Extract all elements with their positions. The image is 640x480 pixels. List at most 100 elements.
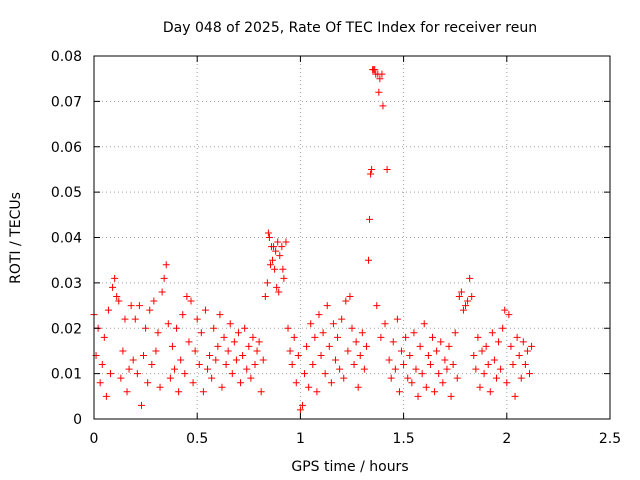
data-point (216, 311, 224, 319)
data-point (495, 338, 503, 346)
data-point (288, 361, 296, 369)
data-point (276, 252, 284, 260)
y-axis-label: ROTI / TECUs (8, 192, 24, 284)
data-point (344, 347, 352, 355)
data-point (457, 288, 465, 296)
data-point (426, 361, 434, 369)
chart-title: Day 048 of 2025, Rate Of TEC Index for r… (163, 20, 537, 36)
data-point (462, 302, 470, 310)
data-point (127, 302, 135, 310)
data-point (191, 347, 199, 355)
data-point (509, 361, 517, 369)
y-tick-label: 0.04 (51, 231, 82, 247)
data-point (218, 383, 226, 391)
data-point (334, 333, 342, 341)
data-point (206, 351, 214, 359)
data-point (239, 351, 247, 359)
data-point (362, 342, 370, 350)
data-point (185, 338, 193, 346)
data-point (234, 329, 242, 337)
data-point (251, 361, 259, 369)
data-point (375, 88, 383, 96)
data-point (365, 256, 373, 264)
data-point (261, 292, 269, 300)
data-point (284, 324, 292, 332)
data-point (311, 333, 319, 341)
data-point (113, 292, 121, 300)
data-point (402, 333, 410, 341)
data-point (398, 347, 406, 355)
data-point (208, 374, 216, 382)
grid-lines (94, 56, 610, 419)
data-point (189, 379, 197, 387)
data-point (305, 383, 313, 391)
data-point (183, 292, 191, 300)
data-point (175, 388, 183, 396)
data-point (468, 292, 476, 300)
data-point (177, 356, 185, 364)
data-point (511, 392, 519, 400)
data-point (255, 338, 263, 346)
data-point (331, 356, 339, 364)
data-point (259, 356, 267, 364)
data-point (173, 324, 181, 332)
data-point (156, 383, 164, 391)
data-point (480, 370, 488, 378)
data-point (389, 338, 397, 346)
data-point (135, 302, 143, 310)
y-tick-label: 0.03 (51, 276, 82, 292)
data-point (146, 306, 154, 314)
data-point (433, 347, 441, 355)
data-point (210, 324, 218, 332)
data-point (253, 347, 261, 355)
data-point (482, 342, 490, 350)
x-axis-label: GPS time / hours (291, 459, 408, 475)
data-point (111, 274, 119, 282)
data-point (152, 347, 160, 355)
data-point (327, 379, 335, 387)
data-point (170, 365, 178, 373)
data-point (526, 370, 534, 378)
data-point (264, 229, 272, 237)
data-point (195, 361, 203, 369)
data-point (422, 383, 430, 391)
data-point (490, 356, 498, 364)
data-point (123, 388, 131, 396)
data-point (447, 392, 455, 400)
data-point (414, 392, 422, 400)
data-point (439, 379, 447, 387)
data-point (515, 351, 523, 359)
data-point (144, 379, 152, 387)
data-point (301, 370, 309, 378)
data-point (279, 265, 287, 273)
data-point (445, 342, 453, 350)
data-point (377, 333, 385, 341)
data-point (321, 370, 329, 378)
data-point (241, 324, 249, 332)
data-point (150, 297, 158, 305)
data-point (346, 292, 354, 300)
data-point (220, 333, 228, 341)
data-point (431, 388, 439, 396)
data-point (272, 247, 280, 255)
y-tick-label: 0.07 (51, 94, 82, 110)
data-point (393, 315, 401, 323)
x-tick-label: 1.5 (392, 431, 414, 447)
data-point (265, 234, 273, 241)
data-point (383, 165, 391, 173)
data-point (107, 370, 115, 378)
data-point (133, 370, 141, 378)
data-point (428, 333, 436, 341)
data-point (340, 374, 348, 382)
data-point (420, 320, 428, 328)
data-point (280, 274, 288, 282)
data-point (214, 342, 222, 350)
data-point (278, 243, 286, 251)
x-tick-label: 0.5 (186, 431, 208, 447)
data-point (197, 329, 205, 337)
data-point (292, 379, 300, 387)
data-point (379, 102, 387, 110)
y-tick-label: 0 (73, 412, 82, 428)
